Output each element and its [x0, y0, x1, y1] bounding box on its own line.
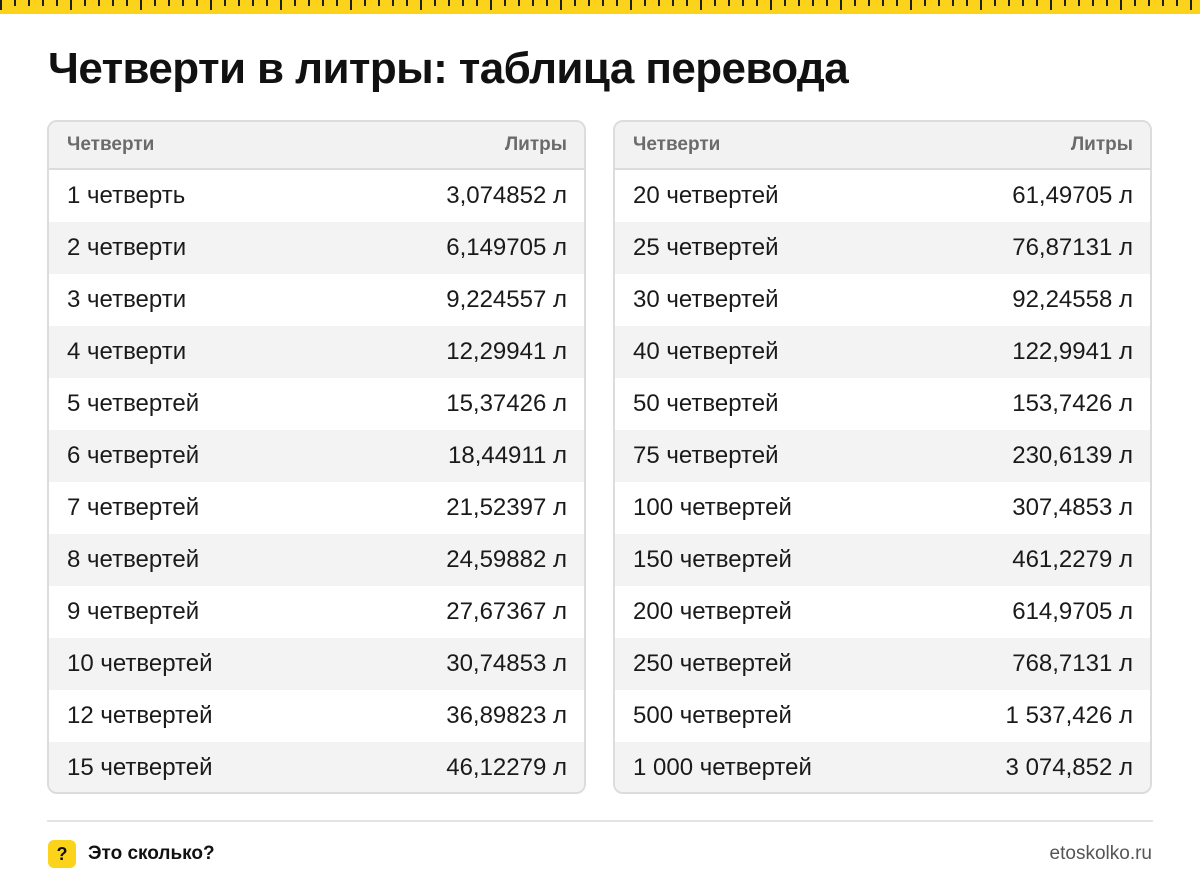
page-title: Четверти в литры: таблица перевода — [48, 44, 849, 93]
table-row: 40 четвертей 122,9941 л — [615, 326, 1150, 378]
row-liters: 307,4853 л — [1012, 494, 1133, 521]
table-row: 9 четвертей 27,67367 л — [49, 586, 584, 638]
table-row: 1 четверть 3,074852 л — [49, 170, 584, 222]
row-quarters: 20 четвертей — [633, 182, 779, 209]
row-quarters: 7 четвертей — [67, 494, 200, 521]
row-liters: 1 537,426 л — [1005, 702, 1133, 729]
column-header-liters: Литры — [1070, 134, 1133, 155]
row-liters: 36,89823 л — [446, 702, 567, 729]
row-liters: 30,74853 л — [446, 650, 567, 677]
table-row: 4 четверти 12,29941 л — [49, 326, 584, 378]
row-quarters: 100 четвертей — [633, 494, 792, 521]
column-header-liters: Литры — [504, 134, 567, 155]
row-liters: 76,87131 л — [1012, 234, 1133, 261]
table-row: 50 четвертей 153,7426 л — [615, 378, 1150, 430]
table-row: 3 четверти 9,224557 л — [49, 274, 584, 326]
table-row: 200 четвертей 614,9705 л — [615, 586, 1150, 638]
column-header-quarters: Четверти — [67, 134, 155, 155]
row-liters: 61,49705 л — [1012, 182, 1133, 209]
ruler-decoration — [0, 0, 1200, 14]
table-row: 250 четвертей 768,7131 л — [615, 638, 1150, 690]
table-row: 75 четвертей 230,6139 л — [615, 430, 1150, 482]
row-liters: 21,52397 л — [446, 494, 567, 521]
question-mark-icon: ? — [48, 840, 76, 868]
row-quarters: 2 четверти — [67, 234, 187, 261]
conversion-table-left: Четверти Литры 1 четверть 3,074852 л 2 чет… — [47, 120, 586, 794]
row-liters: 6,149705 л — [446, 234, 567, 261]
row-liters: 92,24558 л — [1012, 286, 1133, 313]
table-row: 20 четвертей 61,49705 л — [615, 170, 1150, 222]
row-liters: 153,7426 л — [1012, 390, 1133, 417]
conversion-table-right: Четверти Литры 20 четвертей 61,49705 л 25 … — [613, 120, 1152, 794]
table-row: 8 четвертей 24,59882 л — [49, 534, 584, 586]
row-quarters: 3 четверти — [67, 286, 187, 313]
row-liters: 614,9705 л — [1012, 598, 1133, 625]
row-quarters: 10 четвертей — [67, 650, 213, 677]
row-quarters: 30 четвертей — [633, 286, 779, 313]
column-header-quarters: Четверти — [633, 134, 721, 155]
row-liters: 230,6139 л — [1012, 442, 1133, 469]
table-row: 500 четвертей 1 537,426 л — [615, 690, 1150, 742]
table-row: 150 четвертей 461,2279 л — [615, 534, 1150, 586]
row-liters: 122,9941 л — [1012, 338, 1133, 365]
row-quarters: 1 000 четвертей — [633, 754, 812, 781]
site-link[interactable]: etoskolko.ru — [1049, 843, 1152, 864]
row-quarters: 40 четвертей — [633, 338, 779, 365]
table-row: 10 четвертей 30,74853 л — [49, 638, 584, 690]
table-row: 2 четверти 6,149705 л — [49, 222, 584, 274]
row-liters: 46,12279 л — [446, 754, 567, 781]
row-liters: 3 074,852 л — [1005, 754, 1133, 781]
row-quarters: 25 четвертей — [633, 234, 779, 261]
table-header: Четверти Литры — [615, 122, 1150, 170]
table-row: 6 четвертей 18,44911 л — [49, 430, 584, 482]
row-liters: 12,29941 л — [446, 338, 567, 365]
table-row: 12 четвертей 36,89823 л — [49, 690, 584, 742]
table-row: 1 000 четвертей 3 074,852 л — [615, 742, 1150, 792]
row-quarters: 9 четвертей — [67, 598, 200, 625]
table-body: 20 четвертей 61,49705 л 25 четвертей 76,871… — [615, 170, 1150, 792]
row-quarters: 15 четвертей — [67, 754, 213, 781]
table-row: 30 четвертей 92,24558 л — [615, 274, 1150, 326]
row-liters: 24,59882 л — [446, 546, 567, 573]
row-quarters: 8 четвертей — [67, 546, 200, 573]
row-quarters: 50 четвертей — [633, 390, 779, 417]
row-quarters: 4 четверти — [67, 338, 187, 365]
row-liters: 9,224557 л — [446, 286, 567, 313]
row-quarters: 150 четвертей — [633, 546, 792, 573]
row-quarters: 200 четвертей — [633, 598, 792, 625]
row-liters: 27,67367 л — [446, 598, 567, 625]
table-row: 5 четвертей 15,37426 л — [49, 378, 584, 430]
row-quarters: 75 четвертей — [633, 442, 779, 469]
row-quarters: 250 четвертей — [633, 650, 792, 677]
footer-divider — [47, 820, 1153, 822]
table-row: 7 четвертей 21,52397 л — [49, 482, 584, 534]
table-row: 15 четвертей 46,12279 л — [49, 742, 584, 792]
table-row: 25 четвертей 76,87131 л — [615, 222, 1150, 274]
table-row: 100 четвертей 307,4853 л — [615, 482, 1150, 534]
brand-name: Это сколько? — [88, 843, 215, 864]
row-liters: 18,44911 л — [448, 442, 567, 469]
table-header: Четверти Литры — [49, 122, 584, 170]
row-quarters: 5 четвертей — [67, 390, 200, 417]
table-body: 1 четверть 3,074852 л 2 четверти 6,149705 л… — [49, 170, 584, 792]
row-quarters: 1 четверть — [67, 182, 186, 209]
row-quarters: 500 четвертей — [633, 702, 792, 729]
row-liters: 3,074852 л — [446, 182, 567, 209]
row-quarters: 12 четвертей — [67, 702, 213, 729]
row-quarters: 6 четвертей — [67, 442, 200, 469]
row-liters: 15,37426 л — [446, 390, 567, 417]
row-liters: 768,7131 л — [1012, 650, 1133, 677]
row-liters: 461,2279 л — [1012, 546, 1133, 573]
